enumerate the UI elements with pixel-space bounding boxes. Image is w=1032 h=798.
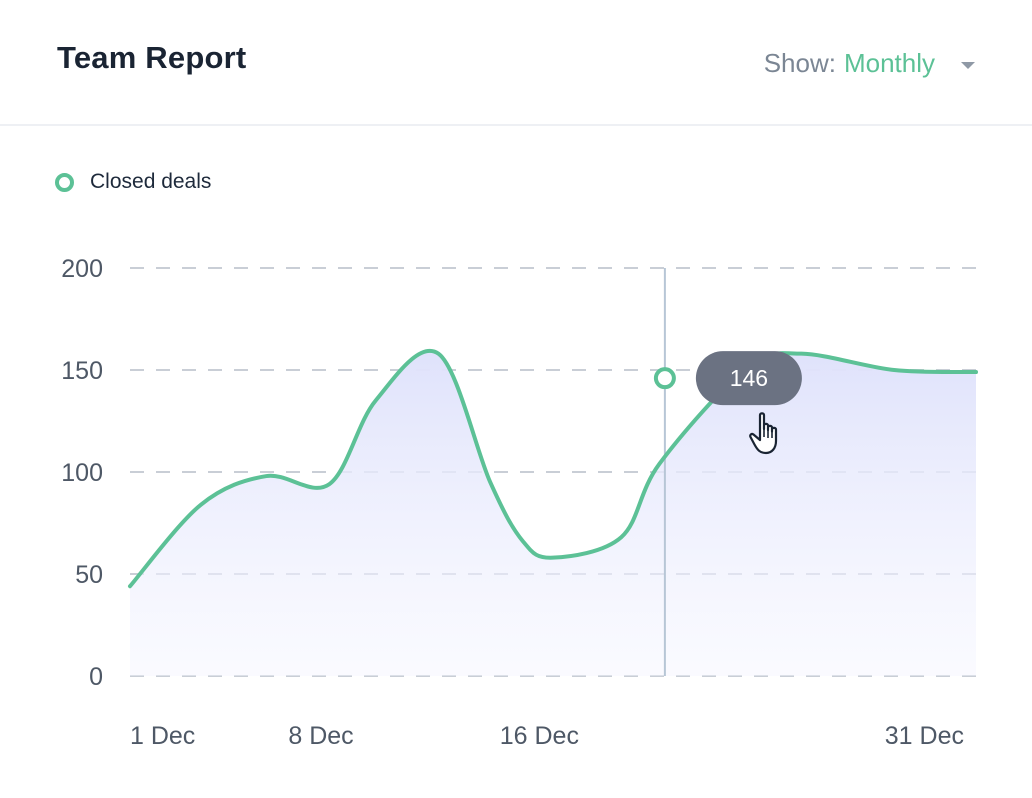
tooltip-value: 146 bbox=[730, 365, 768, 391]
x-axis-labels: 1 Dec 8 Dec 16 Dec 31 Dec bbox=[130, 722, 964, 750]
data-point bbox=[521, 539, 525, 543]
card-header: Team Report Show: Monthly bbox=[0, 0, 1032, 126]
y-tick-label: 0 bbox=[89, 663, 103, 691]
y-tick-label: 150 bbox=[61, 357, 103, 385]
data-point bbox=[657, 462, 661, 466]
data-point bbox=[374, 399, 378, 403]
data-point bbox=[799, 352, 803, 356]
data-point bbox=[551, 556, 555, 560]
data-point bbox=[264, 474, 268, 478]
x-tick-label: 1 Dec bbox=[130, 722, 195, 750]
data-point bbox=[327, 482, 331, 486]
data-point bbox=[199, 503, 203, 507]
data-point bbox=[619, 535, 623, 539]
chart-legend: Closed deals bbox=[55, 170, 211, 194]
y-axis-labels: 200 150 100 50 0 bbox=[61, 255, 103, 691]
tooltip-background bbox=[695, 351, 802, 406]
x-tick-label: 16 Dec bbox=[500, 722, 579, 750]
data-point bbox=[892, 368, 896, 372]
legend-marker-icon bbox=[55, 172, 74, 192]
period-select-label: Show: bbox=[763, 48, 836, 78]
chevron-down-icon[interactable] bbox=[961, 62, 975, 69]
data-point bbox=[128, 584, 132, 588]
y-tick-label: 50 bbox=[75, 561, 103, 589]
hand-pointer-icon bbox=[749, 412, 778, 455]
data-point bbox=[488, 480, 492, 484]
data-point bbox=[974, 370, 978, 374]
period-select[interactable]: Show: Monthly bbox=[764, 48, 975, 79]
highlight-point[interactable] bbox=[653, 367, 676, 390]
x-tick-label: 8 Dec bbox=[288, 722, 353, 750]
period-select-value: Monthly bbox=[843, 48, 935, 78]
x-tick-label: 31 Dec bbox=[885, 722, 964, 750]
page-title: Team Report bbox=[57, 40, 247, 75]
value-tooltip: 146 bbox=[695, 351, 802, 406]
series-area-fill bbox=[130, 350, 976, 676]
y-tick-label: 200 bbox=[61, 255, 103, 283]
y-tick-label: 100 bbox=[61, 459, 103, 487]
data-point bbox=[436, 352, 440, 356]
legend-label: Closed deals bbox=[90, 170, 212, 193]
